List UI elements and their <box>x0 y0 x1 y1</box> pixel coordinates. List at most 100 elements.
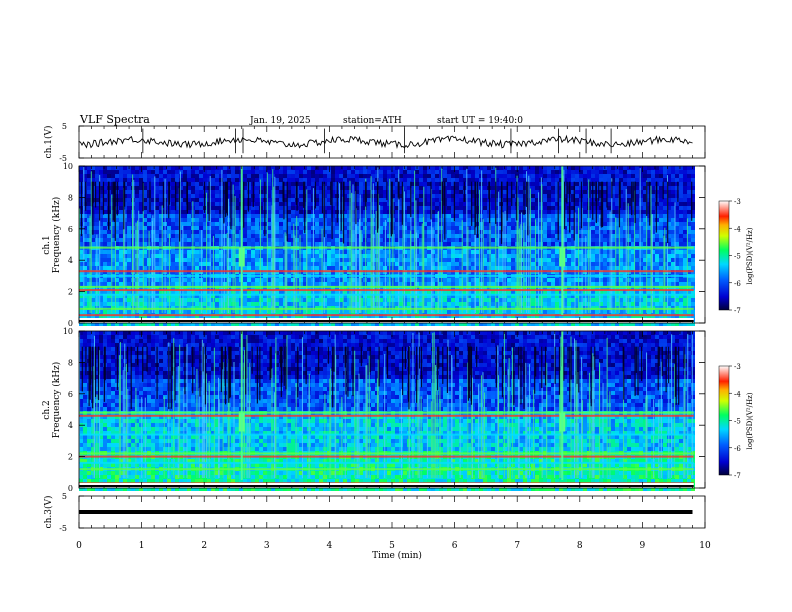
ch1-cell <box>247 234 251 238</box>
ch1-cell <box>119 186 123 190</box>
ch1-cell <box>243 210 247 214</box>
ch1-cell <box>171 198 175 202</box>
ch1-cell <box>287 266 291 270</box>
ch1-cell <box>415 174 419 178</box>
ch1-cell <box>423 174 427 178</box>
ch1-cell <box>315 254 319 258</box>
ch1-cell <box>499 170 503 174</box>
ch1-cell <box>199 206 203 210</box>
ch1-cell <box>375 266 379 270</box>
ch1-cell <box>195 202 199 206</box>
ch1-cell <box>199 250 203 254</box>
ch1-cell <box>183 170 187 174</box>
ch1-cell <box>187 222 191 226</box>
ch1-cell <box>255 170 259 174</box>
ch1-cell <box>111 226 115 230</box>
ch1-cell <box>687 210 691 214</box>
ch1-cell <box>379 222 383 226</box>
ch1-cell <box>343 166 347 170</box>
ch1-cell <box>403 182 407 186</box>
ch1-cell <box>499 166 503 170</box>
ch1-cell <box>519 214 523 218</box>
ch1-cell <box>315 202 319 206</box>
ch1-cell <box>331 254 335 258</box>
ch1-cell <box>195 218 199 222</box>
ch1-cell <box>551 202 555 206</box>
ch1-cell <box>491 166 495 170</box>
ch1-cell <box>171 194 175 198</box>
ch1-cell <box>411 242 415 246</box>
ch1-cell <box>199 198 203 202</box>
ch1-cell <box>367 186 371 190</box>
ch1-cell <box>319 178 323 182</box>
ch1-cell <box>567 290 571 294</box>
ch1-cell <box>83 210 87 214</box>
ch1-cell <box>595 182 599 186</box>
ch1-cell <box>611 230 615 234</box>
ch1-cell <box>375 238 379 242</box>
ch1-cell <box>639 182 643 186</box>
ch1-cell <box>683 214 687 218</box>
ch1-cell <box>323 218 327 222</box>
ch1-cell <box>287 282 291 286</box>
ch1-cell <box>471 186 475 190</box>
ch1-cell <box>607 286 611 290</box>
ch1-cell <box>367 190 371 194</box>
ch1-cell <box>627 222 631 226</box>
ch1-cell <box>591 218 595 222</box>
ch1-cell <box>675 214 679 218</box>
ch1-cell <box>671 194 675 198</box>
ch1-cell <box>203 286 207 290</box>
ch1-cell <box>459 214 463 218</box>
ch1-cell <box>223 286 227 290</box>
ch1-cell <box>343 290 347 294</box>
ch1-cell <box>607 182 611 186</box>
ch1-cell <box>651 178 655 182</box>
ch1-cell <box>167 166 171 170</box>
ch1-cell <box>551 190 555 194</box>
ch1-cell <box>571 258 575 262</box>
ch1-cell <box>683 190 687 194</box>
ch1-cell <box>379 186 383 190</box>
ch1-cell <box>267 206 271 210</box>
ch1-cell <box>595 222 599 226</box>
ch1-cell <box>315 210 319 214</box>
ch1-cell <box>99 178 103 182</box>
ch1-cell <box>275 214 279 218</box>
ch1-cell <box>87 190 91 194</box>
ch1-cell <box>175 286 179 290</box>
ch1-cell <box>287 194 291 198</box>
ch1-cell <box>143 234 147 238</box>
ch1-cell <box>251 166 255 170</box>
ch1-cell <box>635 242 639 246</box>
ch1-cell <box>111 238 115 242</box>
ch1-cell <box>331 290 335 294</box>
ch1-cell <box>543 174 547 178</box>
ch1-cell <box>683 222 687 226</box>
ch1-cell <box>579 178 583 182</box>
ch1-cell <box>475 290 479 294</box>
ch1-cell <box>235 282 239 286</box>
ch1-cell <box>687 226 691 230</box>
ch1-cell <box>415 210 419 214</box>
ch1-cell <box>691 182 695 186</box>
ch1-cell <box>539 174 543 178</box>
ch1-cell <box>403 206 407 210</box>
ch1-cell <box>659 278 663 282</box>
ch1-cell <box>147 222 151 226</box>
ch1-cell <box>603 262 607 266</box>
ch1-cell <box>559 234 563 238</box>
ch1-cell <box>647 218 651 222</box>
ch1-cell <box>451 226 455 230</box>
ch1-cell <box>307 290 311 294</box>
ch1-cell <box>647 210 651 214</box>
ch1-cell <box>127 266 131 270</box>
ch1-cell <box>467 258 471 262</box>
ch1-cell <box>319 254 323 258</box>
ch1-cell <box>199 230 203 234</box>
ch1-cell <box>407 190 411 194</box>
ch1-cell <box>343 222 347 226</box>
ch1-cell <box>475 250 479 254</box>
ch1-cell <box>359 218 363 222</box>
ch1-cell <box>223 254 227 258</box>
